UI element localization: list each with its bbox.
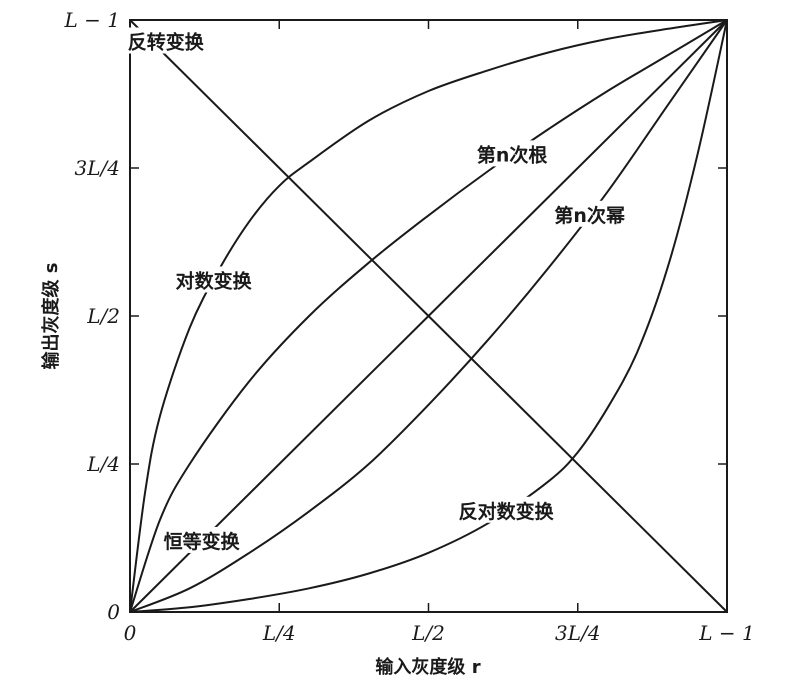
curve-label-bg — [171, 266, 256, 293]
curve-label-bg — [470, 140, 555, 167]
series-5-line — [129, 19, 728, 613]
y-tick-label: 3L/4 — [75, 156, 120, 180]
series-4-line — [129, 19, 728, 613]
series-2-line — [129, 19, 728, 613]
y-tick-label: L/2 — [86, 304, 120, 328]
curve-label-bg — [454, 496, 558, 523]
x-tick-label: 3L/4 — [555, 621, 600, 645]
curve-label-2: 第n次根 — [477, 143, 548, 166]
chart-curves — [129, 19, 728, 613]
curve-label-0: 反转变换 — [128, 31, 205, 54]
x-tick-label: L/2 — [411, 621, 445, 645]
y-tick-label: 0 — [107, 600, 120, 624]
y-axis-title: 输出灰度级 s — [40, 263, 62, 370]
curve-label-bg — [547, 200, 632, 227]
curve-label-1: 对数变换 — [176, 269, 253, 292]
x-tick-label: 0 — [124, 621, 137, 645]
curve-label-bg — [159, 526, 244, 553]
x-axis-title: 输入灰度级 r — [375, 656, 480, 678]
curve-label-bg — [123, 27, 208, 54]
curve-label-4: 恒等变换 — [164, 530, 241, 553]
x-tick-label: L/4 — [262, 621, 296, 645]
y-tick-label: L − 1 — [64, 8, 120, 32]
y-tick-label: L/4 — [86, 452, 120, 476]
axis-tick-labels: 0 L/4 L/2 3L/4 L − 1 0 L/4 L/2 3L/4 L − 1 — [64, 8, 755, 645]
x-tick-label: L − 1 — [698, 621, 754, 645]
axis-ticks — [130, 20, 727, 612]
curve-label-3: 第n次幂 — [554, 204, 626, 227]
curve-label-5: 反对数变换 — [459, 500, 555, 523]
series-3-line — [129, 19, 728, 613]
